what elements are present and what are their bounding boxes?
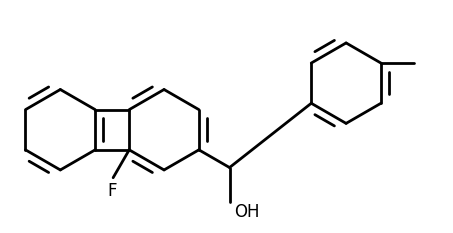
Text: OH: OH — [234, 203, 259, 221]
Text: F: F — [107, 182, 117, 200]
